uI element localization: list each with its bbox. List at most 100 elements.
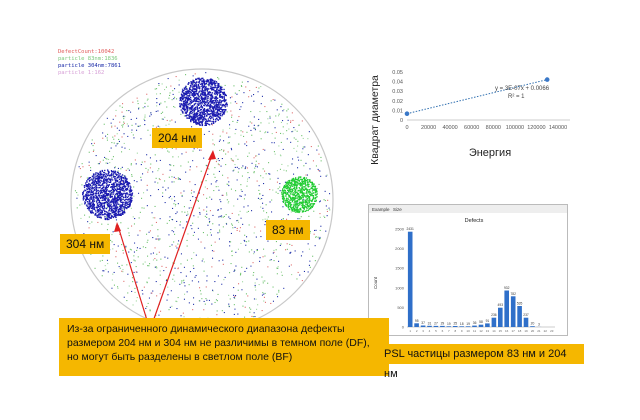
cluster-dot <box>190 108 192 110</box>
defect-dot <box>115 115 117 117</box>
defect-dot <box>253 140 255 142</box>
cluster-dot <box>197 101 200 103</box>
defect-dot <box>246 145 248 147</box>
cluster-dot <box>102 186 104 188</box>
cluster-dot <box>88 190 90 193</box>
defect-dot <box>122 252 124 254</box>
cluster-dot <box>289 191 291 193</box>
defect-dot <box>251 122 253 124</box>
cluster-dot <box>89 198 91 201</box>
cluster-dot <box>302 210 304 212</box>
defect-dot <box>174 200 176 202</box>
defect-dot <box>274 137 276 139</box>
cluster-dot <box>198 121 200 123</box>
defect-dot <box>241 190 243 192</box>
defect-dot <box>256 166 258 168</box>
defect-dot <box>211 266 213 268</box>
defect-dot <box>105 268 107 270</box>
defect-dot <box>247 81 249 83</box>
cluster-dot <box>296 186 298 188</box>
defect-dot <box>133 195 135 197</box>
cluster-dot <box>212 114 214 116</box>
defect-dot <box>158 238 160 240</box>
defect-dot <box>229 136 231 138</box>
defect-dot <box>262 256 264 258</box>
defect-dot <box>115 256 117 258</box>
cluster-dot <box>120 183 122 185</box>
cluster-dot <box>129 185 131 187</box>
cluster-dot <box>124 206 126 208</box>
cluster-dot <box>105 190 107 192</box>
cluster-dot <box>117 214 119 217</box>
cluster-dot <box>108 214 110 216</box>
cluster-dot <box>181 107 184 109</box>
defect-dot <box>257 197 259 199</box>
cluster-dot <box>200 111 202 113</box>
cluster-dot <box>107 217 109 219</box>
cluster-dot <box>87 203 89 205</box>
defect-dot <box>300 159 302 161</box>
cluster-dot <box>214 107 216 109</box>
defect-dot <box>286 110 288 112</box>
defect-dot <box>247 205 249 207</box>
cluster-dot <box>195 106 197 108</box>
cluster-dot <box>216 111 219 114</box>
cluster-dot <box>126 180 129 183</box>
cluster-dot <box>206 109 209 111</box>
defect-dot <box>102 255 104 257</box>
cluster-dot <box>97 193 100 195</box>
cluster-dot <box>89 202 92 205</box>
cluster-dot <box>185 90 187 93</box>
cluster-dot <box>105 196 107 198</box>
cluster-dot <box>114 214 116 216</box>
cluster-dot <box>193 89 195 91</box>
cluster-dot <box>288 201 291 203</box>
defect-dot <box>254 286 256 288</box>
cluster-dot <box>179 98 181 100</box>
cluster-dot <box>115 210 117 212</box>
cluster-dot <box>207 113 209 115</box>
window-tab-1[interactable]: Size <box>393 207 402 212</box>
cluster-dot <box>100 175 102 178</box>
cluster-dot <box>93 204 95 206</box>
defect-dot <box>247 178 249 180</box>
defect-dot <box>179 106 181 108</box>
cluster-dot <box>187 97 190 100</box>
defect-dot <box>258 185 260 187</box>
window-tab-0[interactable]: Example <box>372 207 390 212</box>
defect-dot <box>193 303 195 305</box>
cluster-dot <box>103 209 105 211</box>
cluster-dot <box>181 91 183 93</box>
cluster-dot <box>194 88 197 91</box>
defect-dot <box>172 207 174 209</box>
cluster-dot <box>182 98 185 100</box>
defect-dot <box>230 158 232 160</box>
defect-dot <box>309 230 311 232</box>
cluster-dot <box>207 108 209 110</box>
defect-dot <box>93 142 95 144</box>
defect-dot <box>151 292 153 294</box>
cluster-dot <box>188 115 190 117</box>
defect-dot <box>215 181 217 183</box>
defect-dot <box>147 171 149 173</box>
cluster-dot <box>190 115 192 117</box>
cluster-dot <box>201 91 203 93</box>
defect-dot <box>205 164 207 166</box>
defect-dot <box>138 217 140 219</box>
cluster-dot <box>201 121 203 123</box>
defect-dot <box>195 254 197 256</box>
cluster-dot <box>99 192 102 194</box>
defect-dot <box>240 130 242 132</box>
defect-dot <box>180 253 182 255</box>
defect-dot <box>245 244 247 246</box>
cluster-dot <box>191 93 194 95</box>
cluster-dot <box>222 109 225 111</box>
cluster-dot <box>113 205 116 207</box>
histogram-data-label: 782 <box>510 292 516 296</box>
cluster-dot <box>191 109 193 112</box>
cluster-dot <box>208 113 210 115</box>
cluster-dot <box>294 198 296 200</box>
defect-dot <box>280 243 282 245</box>
cluster-204nm <box>179 77 228 127</box>
defect-dot <box>144 261 146 263</box>
